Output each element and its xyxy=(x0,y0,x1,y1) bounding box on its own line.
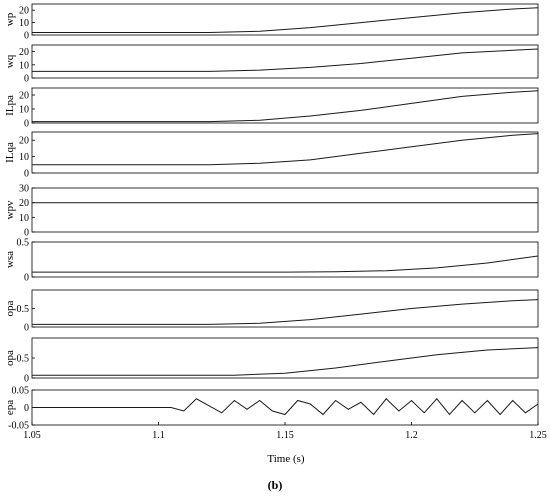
series-line xyxy=(32,48,539,72)
x-tick-label: 1.15 xyxy=(276,430,294,441)
panel-y-label: opa xyxy=(4,350,16,366)
y-tick-label: 0.05 xyxy=(12,386,30,397)
y-tick-label: 10 xyxy=(19,18,29,29)
y-tick-label: 0 xyxy=(24,169,29,180)
y-tick-label: 10 xyxy=(19,60,29,71)
series-line xyxy=(32,133,539,166)
panel-y-label: ILqa xyxy=(4,142,16,163)
panel-y-label: wsa xyxy=(4,251,16,268)
x-tick-label: 1.05 xyxy=(23,430,41,441)
y-tick-label: 0 xyxy=(24,119,29,130)
panel-y-label: wpv xyxy=(4,200,16,219)
y-tick-label: 0 xyxy=(24,374,29,385)
y-tick-label: 0 xyxy=(24,403,29,414)
y-tick-label: 0 xyxy=(24,228,29,239)
y-tick-label: 10 xyxy=(19,152,29,163)
figure-caption: (b) xyxy=(268,478,283,492)
chart-panel: -0.05 0 0.05 epa 1.05 1.1 1.15 1.2 1.25 xyxy=(4,386,547,442)
y-tick-label: 0.5 xyxy=(17,238,30,249)
plot-frame xyxy=(31,241,539,278)
y-tick-label: 0 xyxy=(24,323,29,334)
series-line xyxy=(32,299,539,325)
panel-y-label: epa xyxy=(4,400,16,415)
series-line xyxy=(32,255,539,273)
plot-frame xyxy=(31,131,539,174)
series-line xyxy=(32,347,539,376)
panel-y-label: wq xyxy=(4,54,16,68)
series-line xyxy=(32,398,539,416)
y-tick-label: 20 xyxy=(19,47,29,58)
plot-frame xyxy=(31,44,539,79)
y-tick-label: 0.5 xyxy=(17,354,30,365)
y-tick-label: 20 xyxy=(19,136,29,147)
panel-y-label: ILpa xyxy=(4,95,16,116)
plot-frame xyxy=(31,187,539,233)
x-tick-label: 1.1 xyxy=(152,430,165,441)
panel-y-label: wp xyxy=(4,12,16,26)
y-tick-label: 0 xyxy=(24,273,29,284)
x-axis-title: Time (s) xyxy=(267,453,305,465)
y-tick-label: 20 xyxy=(19,91,29,102)
plot-frame xyxy=(31,3,539,36)
series-line xyxy=(32,90,539,123)
y-tick-label: 0.5 xyxy=(17,304,30,315)
y-tick-label: -0.05 xyxy=(8,421,29,432)
y-tick-label: 0 xyxy=(24,31,29,42)
x-tick-label: 1.2 xyxy=(405,430,418,441)
y-tick-label: 20 xyxy=(19,6,29,17)
y-tick-label: 10 xyxy=(19,213,29,224)
panel-y-label: opa xyxy=(4,300,16,316)
y-tick-label: 30 xyxy=(19,184,29,195)
plot-frame xyxy=(31,337,539,379)
series-line xyxy=(32,7,539,33)
plot-frame xyxy=(31,87,539,124)
y-tick-label: 10 xyxy=(19,105,29,116)
y-tick-label: 0 xyxy=(24,74,29,85)
chart-panels: 01020wp01020wq01020ILpa01020ILqa0102030w… xyxy=(4,3,547,442)
y-tick-label: 20 xyxy=(19,198,29,209)
x-tick-label: 1.25 xyxy=(529,430,547,441)
